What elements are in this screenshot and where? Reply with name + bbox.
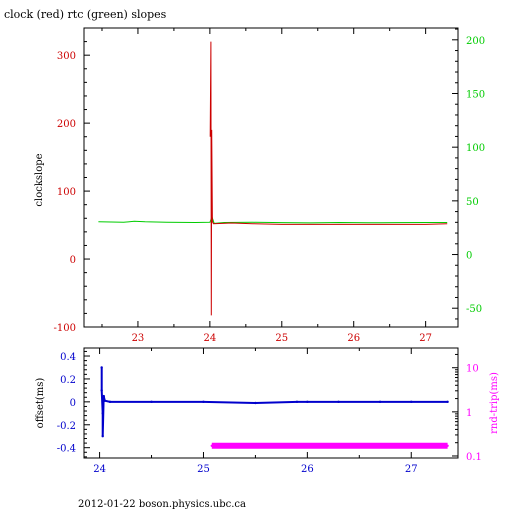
bottom-chart: 24 25 26 27 -0.4 -0.2 0 0.2 0.4 0.1 1 10 offset(ms)…: [35, 347, 500, 475]
y2-tick-label: 0: [466, 251, 472, 262]
series-point: [410, 400, 413, 404]
y-tick-label: -0.2: [57, 421, 76, 432]
series-point: [100, 366, 103, 369]
y-tick-label: -100: [54, 323, 76, 334]
series-point: [108, 400, 112, 404]
series-point: [202, 400, 205, 404]
series-point: [420, 444, 423, 448]
top-y-axis-label: clockslope: [34, 153, 45, 206]
series-point: [389, 444, 392, 448]
series-point: [446, 444, 449, 448]
series-line-1: [209, 41, 448, 316]
series-point: [100, 389, 103, 392]
series-point: [103, 399, 106, 402]
x-tick-label: 24: [93, 464, 106, 475]
y-tick-label: 0: [70, 398, 76, 409]
series-line-0: [98, 215, 448, 224]
top-chart: 23 24 25 26 27-1000100200300-50050100150200 …: [34, 27, 485, 344]
y2-tick-label: -50: [466, 304, 482, 315]
series-point: [233, 444, 236, 448]
bottom-y2-axis-label: rnd-trip(ms): [489, 372, 500, 434]
x-tick-label: 27: [419, 333, 432, 344]
series-point: [295, 400, 299, 404]
y2-tick-label: 150: [466, 89, 485, 100]
footer-text: 2012-01-22 boson.physics.ubc.ca: [78, 499, 246, 510]
series-band-0: [100, 367, 448, 437]
top-series-group: [98, 41, 448, 316]
bottom-series-group: [100, 366, 449, 449]
series-point: [150, 400, 153, 404]
series-point: [337, 400, 340, 404]
series-point: [306, 400, 309, 404]
y-tick-label: -0.4: [57, 444, 76, 455]
series-point: [378, 400, 382, 404]
series-point: [446, 400, 449, 404]
bottom-y-axis-label: offset(ms): [35, 378, 46, 429]
series-point: [101, 435, 104, 438]
bottom-axis-ticks: 24 25 26 27 -0.4 -0.2 0 0.2 0.4 0.1 1 10: [57, 348, 482, 475]
y2-tick-label: 1: [466, 408, 472, 419]
y2-tick-label: 200: [466, 36, 485, 47]
y-tick-label: 200: [57, 119, 76, 130]
series-point: [264, 444, 268, 448]
x-tick-label: 26: [347, 333, 360, 344]
bottom-plot-frame: [83, 347, 459, 459]
series-point: [295, 444, 299, 448]
y-tick-label: 0.2: [60, 375, 76, 386]
y-tick-label: 0: [70, 255, 76, 266]
series-point: [210, 444, 213, 448]
chart-title: clock (red) rtc (green) slopes: [4, 8, 167, 21]
y-tick-label: 300: [57, 51, 76, 62]
x-tick-label: 26: [301, 464, 314, 475]
x-tick-label: 25: [275, 333, 288, 344]
top-plot-frame: [83, 27, 459, 328]
series-point: [101, 412, 104, 415]
series-point: [358, 444, 361, 448]
top-axis-ticks: 23 24 25 26 27 -100 0 100 200 300 -50 0 50 100 150 200: [54, 27, 485, 344]
y2-tick-label: 50: [466, 197, 479, 208]
y2-tick-label: 0.1: [466, 452, 482, 463]
series-point: [326, 444, 330, 448]
x-tick-label: 27: [405, 464, 418, 475]
x-tick-label: 25: [197, 464, 210, 475]
x-tick-label: 24: [203, 333, 216, 344]
y-tick-label: 0.4: [60, 352, 76, 363]
x-tick-label: 23: [132, 333, 145, 344]
y2-tick-label: 100: [466, 143, 485, 154]
y2-tick-label: 10: [466, 364, 479, 375]
y-tick-label: 100: [57, 187, 76, 198]
series-point: [102, 394, 105, 398]
series-point: [254, 401, 257, 405]
